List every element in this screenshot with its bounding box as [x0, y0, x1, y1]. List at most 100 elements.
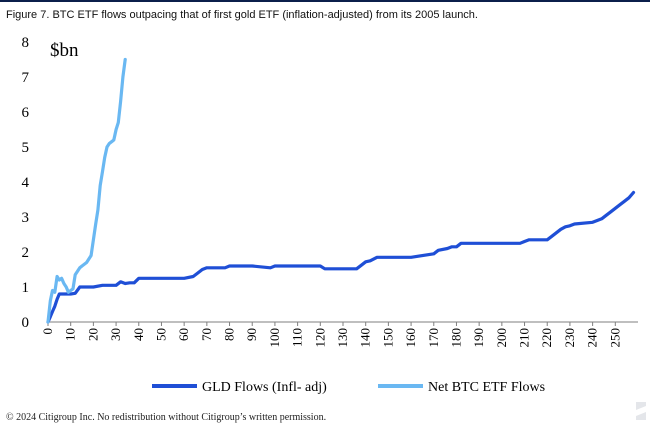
data-point	[119, 100, 122, 103]
x-tick-label: 230	[562, 328, 577, 348]
x-tick-label: 140	[358, 328, 373, 348]
data-point	[369, 259, 372, 262]
data-point	[596, 219, 599, 222]
chart-series	[46, 57, 636, 324]
data-point	[201, 268, 204, 271]
data-point	[72, 287, 74, 290]
x-tick-label: 10	[63, 328, 78, 341]
data-point	[628, 196, 630, 199]
data-point	[546, 238, 549, 241]
data-point	[618, 203, 621, 206]
x-tick-label: 60	[176, 328, 191, 341]
x-tick-label: 160	[403, 328, 418, 348]
data-point	[323, 267, 326, 270]
chart-legend: GLD Flows (Infl- adj) Net BTC ETF Flows	[152, 380, 545, 395]
figure-title: Figure 7. BTC ETF flows outpacing that o…	[6, 9, 478, 21]
data-point	[137, 277, 140, 280]
data-point	[564, 225, 567, 228]
data-point	[69, 289, 72, 292]
data-point	[101, 170, 104, 173]
data-point	[451, 245, 453, 248]
x-tick-label: 190	[471, 328, 486, 348]
data-point	[205, 266, 208, 269]
data-point	[124, 58, 127, 61]
data-point	[550, 235, 553, 238]
x-tick-label: 100	[267, 328, 282, 348]
x-tick-label: 150	[380, 328, 395, 348]
data-point	[364, 260, 367, 263]
data-point	[614, 207, 617, 210]
page-corner-icon	[636, 402, 646, 420]
x-tick-label: 250	[607, 328, 622, 348]
data-point	[149, 277, 152, 280]
data-point	[99, 184, 102, 187]
data-point	[62, 282, 65, 285]
data-point	[387, 256, 390, 259]
data-point	[500, 242, 503, 245]
data-point	[60, 277, 63, 280]
x-tick-label: 210	[517, 328, 532, 348]
data-point	[69, 293, 72, 295]
legend-label: Net BTC ETF Flows	[428, 380, 545, 395]
data-point	[523, 240, 526, 243]
data-point	[117, 121, 120, 124]
y-tick-label: 7	[22, 70, 30, 86]
data-point	[591, 221, 594, 224]
data-point	[110, 284, 113, 287]
data-point	[605, 214, 608, 217]
data-point	[78, 266, 81, 269]
data-point	[115, 128, 117, 131]
data-point	[94, 223, 97, 225]
series-line-0	[46, 190, 636, 324]
data-point	[78, 286, 81, 288]
data-point	[58, 293, 61, 295]
data-point	[160, 277, 163, 280]
data-point	[83, 286, 86, 288]
data-point	[103, 156, 106, 159]
data-point	[437, 249, 440, 252]
data-point	[106, 284, 108, 287]
data-point	[51, 289, 54, 292]
data-point	[119, 280, 122, 283]
data-point	[623, 200, 626, 203]
data-point	[217, 266, 220, 269]
data-point	[51, 310, 54, 313]
data-point	[101, 284, 104, 287]
x-tick-label: 30	[108, 328, 123, 341]
top-rule	[0, 0, 650, 2]
x-tick-label: 180	[448, 328, 463, 348]
data-point	[559, 228, 562, 231]
x-tick-label: 170	[426, 328, 441, 348]
data-point	[192, 275, 195, 278]
data-point	[228, 265, 231, 267]
data-point	[49, 300, 52, 302]
data-point	[569, 224, 571, 227]
data-point	[519, 242, 521, 245]
data-point	[76, 270, 79, 273]
data-point	[65, 286, 68, 288]
data-point	[274, 265, 276, 267]
data-point	[196, 272, 199, 274]
data-point	[106, 146, 108, 148]
data-point	[251, 265, 254, 267]
y-tick-label: 5	[22, 140, 30, 156]
data-point	[47, 321, 49, 323]
data-point	[124, 282, 127, 285]
data-point	[112, 139, 115, 141]
line-chart: 0 10 20 30 40 50 60 70 80 90 100 110 120 130 140 150 160…	[22, 35, 638, 395]
y-tick-label: 6	[22, 105, 30, 121]
data-point	[296, 265, 299, 267]
data-point	[56, 298, 58, 301]
data-point	[478, 242, 481, 245]
data-point	[90, 254, 93, 257]
data-point	[110, 140, 113, 143]
data-point	[58, 279, 61, 281]
data-point	[128, 281, 131, 284]
y-tick-label: 8	[22, 35, 30, 51]
data-point	[74, 292, 77, 295]
y-tick-label: 2	[22, 245, 30, 261]
data-point	[319, 265, 322, 267]
data-point	[97, 209, 99, 211]
x-tick-label: 120	[312, 328, 327, 348]
x-tick-label: 220	[539, 328, 554, 348]
